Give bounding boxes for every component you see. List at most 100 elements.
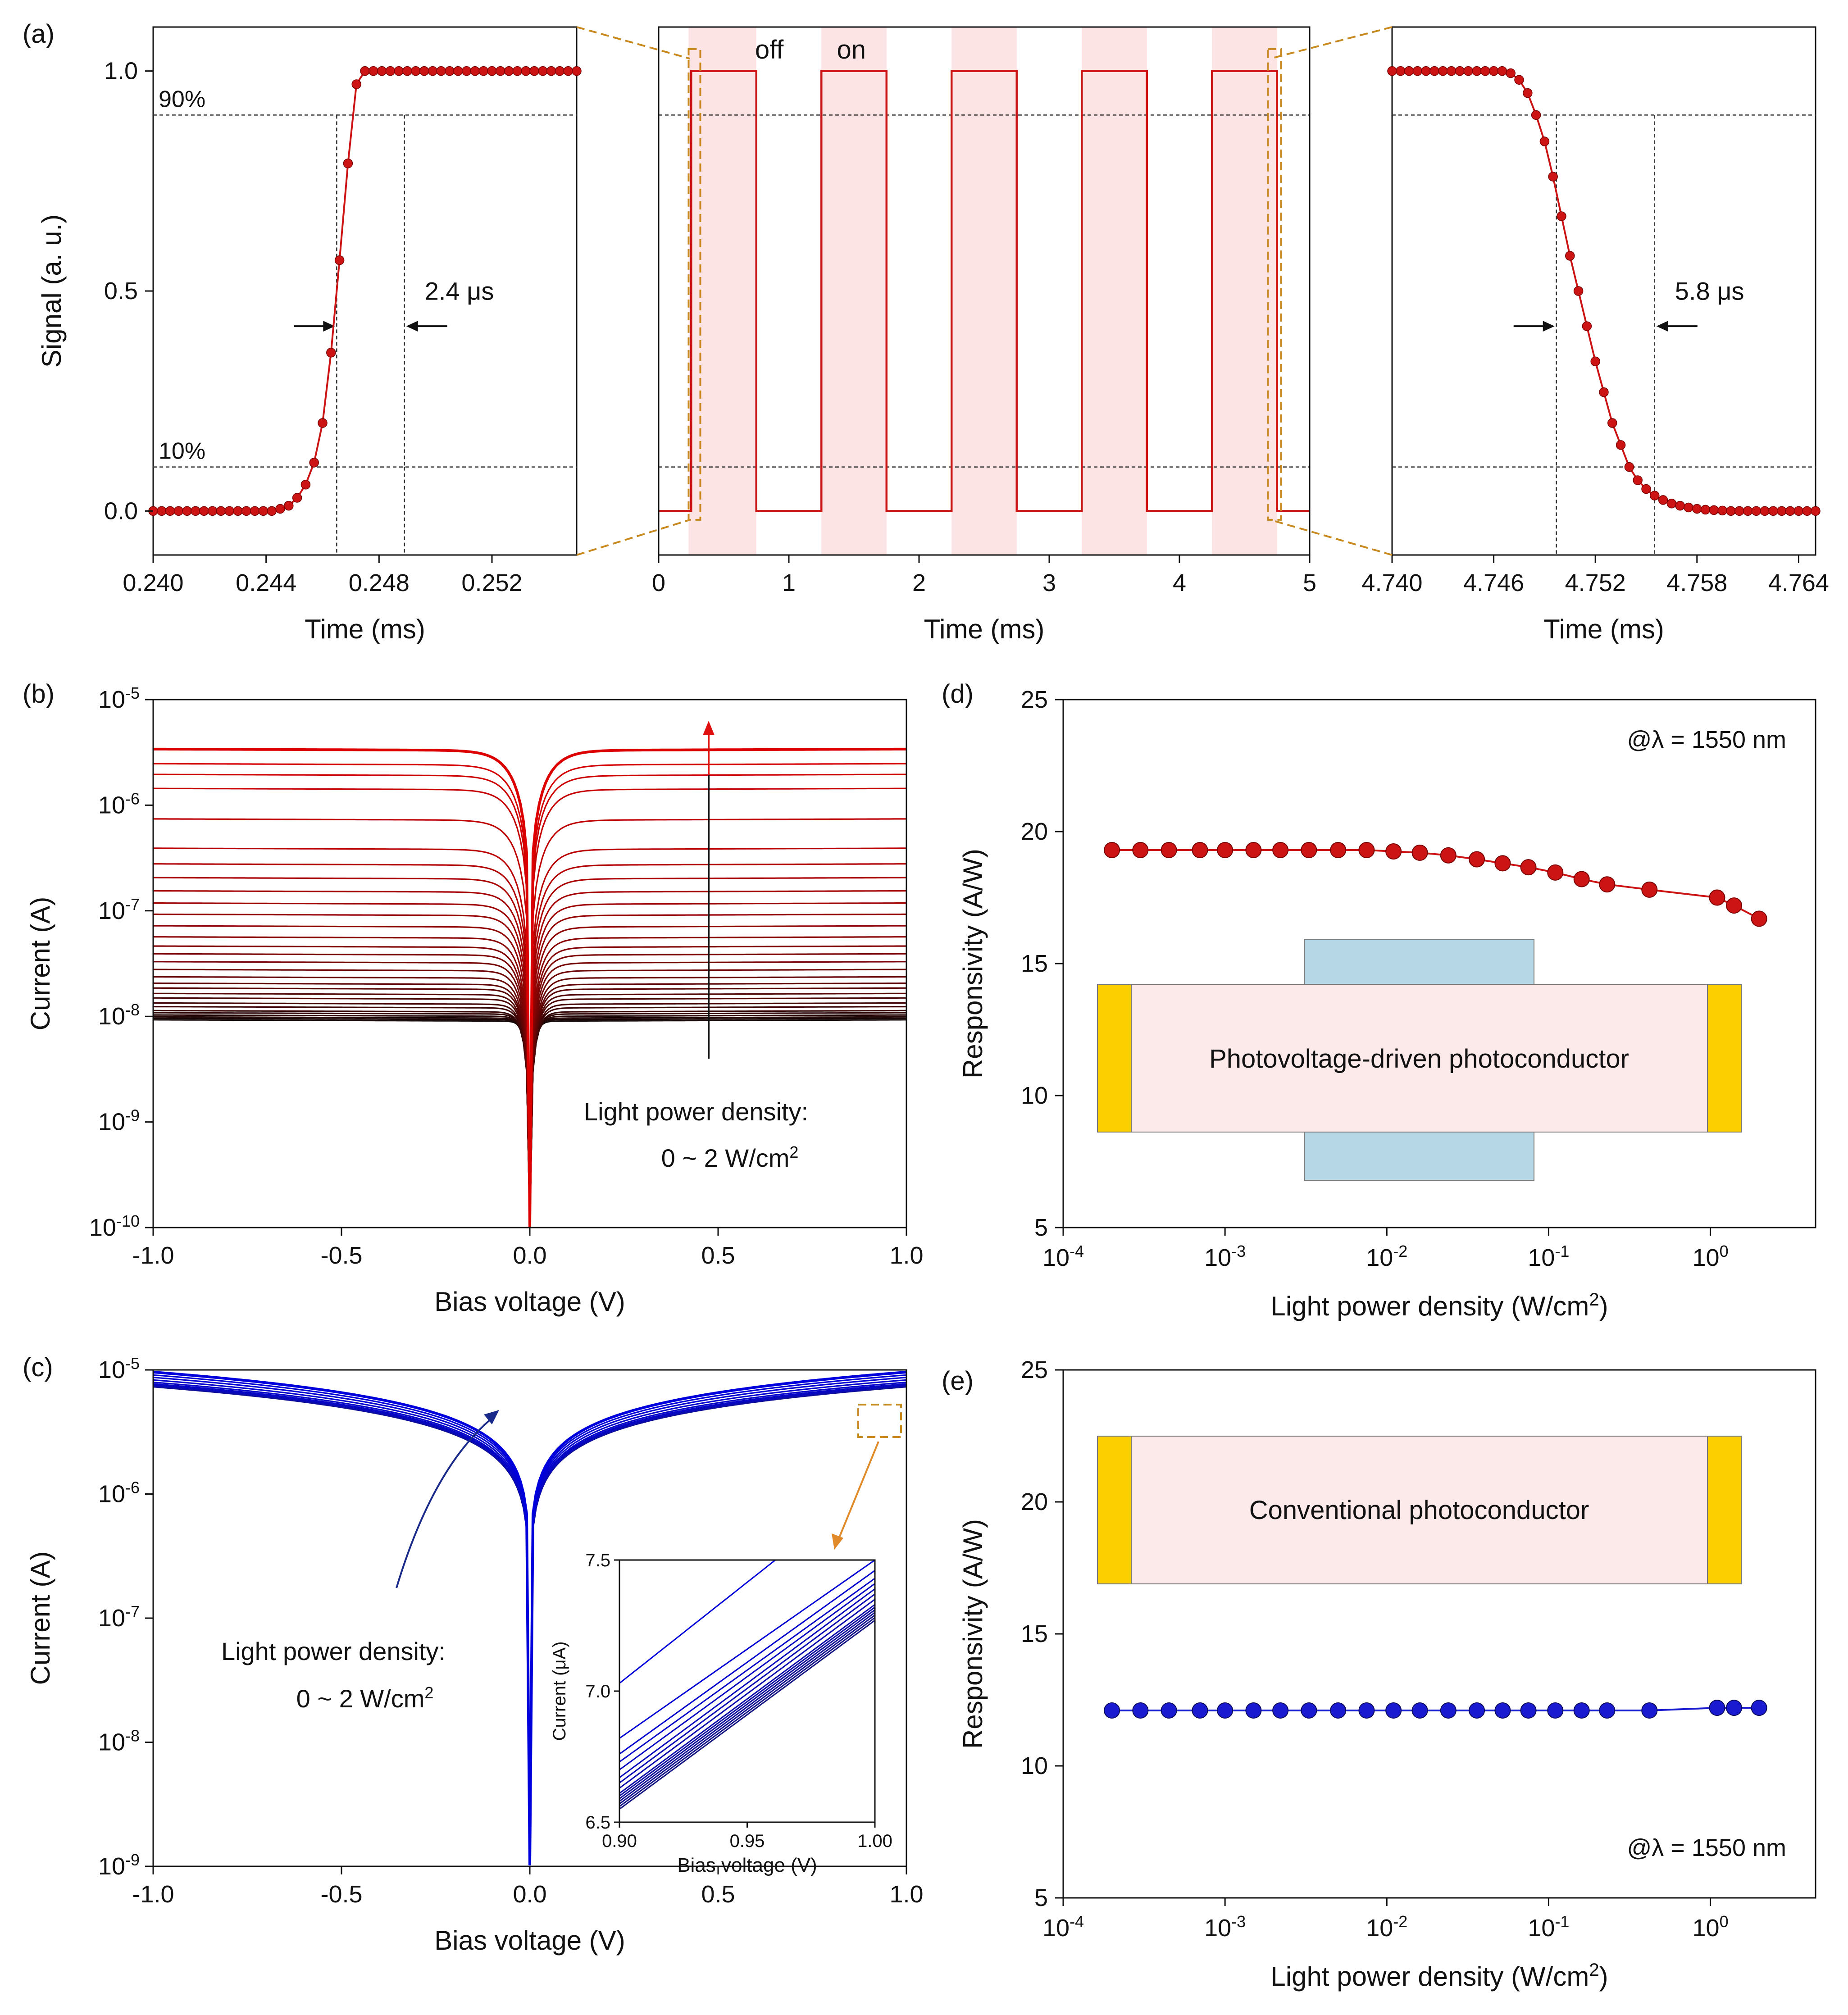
data-point (1520, 859, 1537, 876)
inset-x-axis-label: Bias voltage (V) (677, 1854, 817, 1876)
data-point (1301, 1702, 1317, 1719)
data-point (402, 66, 412, 76)
x-tick-exponent: -4 (1070, 1242, 1084, 1260)
y-axis-label: Signal (a. u.) (36, 214, 67, 368)
y-tick-exponent: -6 (125, 1478, 140, 1496)
contact-left (1097, 984, 1132, 1133)
responsivity-line (1112, 849, 1760, 920)
channel-body (1130, 984, 1735, 1133)
inset-x-tick-label: 0.95 (730, 1831, 765, 1851)
y-tick-exponent: -9 (125, 1851, 140, 1869)
inset-y-axis-label: Current (μA) (550, 1642, 569, 1741)
x-axis-label: Bias voltage (V) (434, 1925, 625, 1956)
data-point (309, 458, 319, 468)
inset-curve (619, 1612, 875, 1802)
responsivity-photovoltage-plot: Photovoltage-driven photoconductor 5 10 15 2… (958, 686, 1816, 1321)
inset-x-tick-label: 1.00 (857, 1831, 892, 1851)
x-tick-label: 1.0 (889, 1881, 923, 1908)
data-point (233, 506, 243, 516)
data-point (1760, 506, 1770, 516)
x-tick-label: 2 (912, 569, 926, 596)
data-point (563, 66, 573, 76)
data-point (1624, 462, 1634, 472)
data-point (1726, 897, 1743, 914)
off-label: off (755, 35, 784, 64)
x-tick-label: -1.0 (132, 1242, 174, 1269)
data-point (318, 418, 328, 428)
data-point (1565, 251, 1575, 261)
x-tick-label: 10-1 (1528, 1912, 1569, 1942)
rise-time-annotation: 2.4 μs (425, 277, 494, 305)
y-tick-label: 25 (1021, 1356, 1048, 1383)
y-tick-mantissa: 10 (98, 1356, 125, 1383)
x-tick-label: 0.244 (236, 569, 296, 596)
data-point (512, 66, 523, 76)
data-point (241, 506, 251, 516)
y-tick-label: 10-7 (98, 895, 140, 924)
x-tick-mantissa: 10 (1693, 1244, 1720, 1271)
data-point (1717, 505, 1727, 516)
data-point (572, 66, 582, 76)
y-tick-label: 10-10 (89, 1212, 140, 1242)
x-tick-exponent: -4 (1070, 1912, 1084, 1931)
x-axis-label-sup: 2 (1589, 1960, 1599, 1980)
x-axis-label: Time (ms) (924, 614, 1045, 644)
data-point (1438, 66, 1448, 76)
data-point (1245, 1702, 1262, 1719)
x-tick-mantissa: 10 (1042, 1244, 1070, 1271)
data-point (1396, 66, 1406, 76)
y-tick-label: 15 (1021, 1620, 1048, 1647)
x-tick-label: 4 (1173, 569, 1186, 596)
data-point (1684, 502, 1693, 513)
on-band (951, 27, 1017, 555)
y-tick-exponent: -10 (116, 1212, 140, 1230)
switching-signal (659, 70, 1310, 512)
data-point (216, 506, 226, 516)
x-tick-label: 0.5 (701, 1881, 735, 1908)
data-point (1573, 286, 1584, 296)
inset-pointer-head (832, 1533, 843, 1550)
x-tick-exponent: -1 (1555, 1242, 1569, 1260)
data-point (199, 506, 209, 516)
data-point (292, 493, 302, 503)
x-tick-label: 4.752 (1565, 569, 1626, 596)
inset-curve (619, 1615, 875, 1805)
data-point (1387, 66, 1397, 76)
y-axis-label: Current (A) (25, 897, 55, 1031)
x-tick-mantissa: 10 (1693, 1915, 1720, 1942)
data-point (1793, 506, 1804, 516)
data-point (504, 66, 514, 76)
data-point (1641, 881, 1658, 898)
inset-curve (619, 1578, 875, 1763)
data-point (555, 66, 565, 76)
plot-frame (658, 26, 1311, 556)
inset-curve (619, 1560, 875, 1739)
x-tick-label: -1.0 (132, 1881, 174, 1908)
x-tick-mantissa: 10 (1366, 1915, 1393, 1942)
data-point (1104, 1702, 1120, 1719)
x-tick-exponent: 0 (1720, 1912, 1729, 1931)
data-point (191, 506, 200, 516)
y-tick-label: 10-9 (98, 1851, 140, 1880)
x-tick-label: 100 (1693, 1242, 1729, 1272)
data-point (1726, 506, 1736, 516)
inset-curve (619, 1593, 875, 1783)
y-tick-label: 0.0 (104, 497, 138, 524)
x-tick-label: 4.758 (1666, 569, 1727, 596)
data-point (1411, 1702, 1428, 1719)
inset-y-tick-label: 7.0 (585, 1682, 610, 1701)
y-tick-mantissa: 10 (89, 1214, 116, 1241)
data-point (207, 506, 218, 516)
data-point (1547, 1702, 1564, 1719)
inset-y-tick-label: 6.5 (585, 1813, 610, 1833)
data-point (377, 66, 387, 76)
data-point (1494, 1702, 1511, 1719)
data-point (182, 506, 192, 516)
y-tick-label: 5 (1034, 1884, 1048, 1911)
data-point (1700, 505, 1711, 515)
responsivity-line (1112, 1707, 1759, 1711)
data-point (1385, 1702, 1402, 1719)
y-tick-mantissa: 10 (98, 897, 125, 924)
x-tick-label: 0.5 (701, 1242, 735, 1269)
inset-curve (619, 1606, 875, 1797)
